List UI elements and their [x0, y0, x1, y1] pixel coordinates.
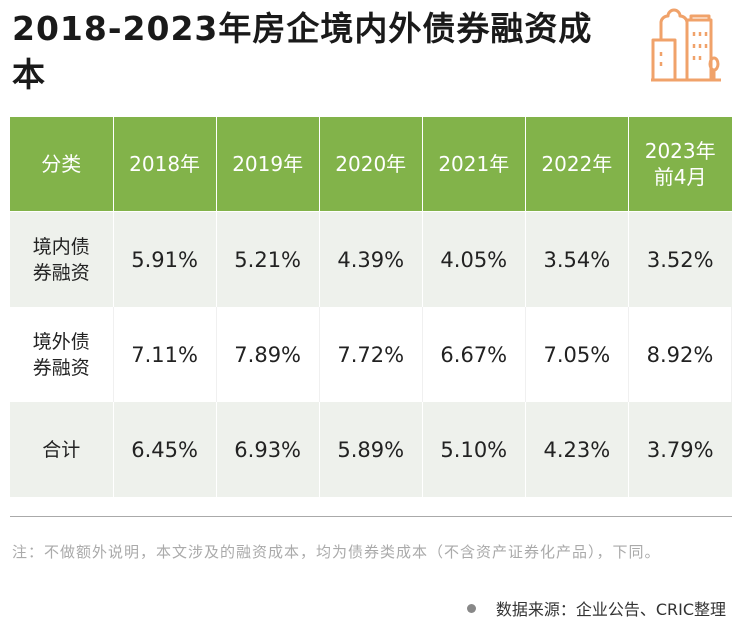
value-cell: 6.93%	[216, 402, 320, 497]
value-cell: 4.39%	[319, 211, 423, 307]
value-cell: 8.92%	[628, 307, 733, 402]
table-header-row: 分类 2018年 2019年 2020年 2021年 2022年 2023年 前…	[10, 117, 732, 212]
header-cell: 2022年	[525, 117, 629, 212]
value-cell: 5.91%	[113, 211, 217, 307]
source-line: 数据来源：企业公告、CRIC整理	[466, 596, 726, 620]
value-cell: 7.89%	[216, 307, 320, 402]
value-cell: 7.72%	[319, 307, 423, 402]
category-cell: 境内债 券融资	[10, 211, 114, 307]
value-cell: 7.05%	[525, 307, 629, 402]
footnote: 注：不做额外说明，本文涉及的融资成本，均为债券类成本（不含资产证券化产品），下同…	[12, 543, 661, 561]
financing-cost-table: 分类 2018年 2019年 2020年 2021年 2022年 2023年 前…	[10, 117, 733, 497]
header-cell: 2023年 前4月	[628, 117, 732, 212]
bullet-icon	[466, 603, 476, 613]
value-cell: 3.79%	[628, 402, 732, 497]
header-cell: 2020年	[319, 117, 423, 212]
value-cell: 5.21%	[216, 211, 320, 307]
value-cell: 3.54%	[525, 211, 629, 307]
header-cell: 2021年	[422, 117, 526, 212]
table-row: 合计 6.45% 6.93% 5.89% 5.10% 4.23% 3.79%	[10, 402, 732, 497]
value-cell: 4.23%	[525, 402, 629, 497]
table-row: 境外债 券融资 7.11% 7.89% 7.72% 6.67% 7.05% 8.92%	[10, 307, 733, 402]
value-cell: 5.89%	[319, 402, 423, 497]
buildings-icon	[651, 8, 721, 82]
divider	[10, 516, 732, 517]
value-cell: 6.45%	[113, 402, 217, 497]
data-source: 数据来源：企业公告、CRIC整理	[495, 600, 726, 619]
value-cell: 7.11%	[113, 307, 217, 402]
value-cell: 5.10%	[422, 402, 526, 497]
category-cell: 境外债 券融资	[10, 307, 114, 402]
value-cell: 4.05%	[422, 211, 526, 307]
table-row: 境内债 券融资 5.91% 5.21% 4.39% 4.05% 3.54% 3.52%	[10, 211, 732, 307]
header-cell: 2018年	[113, 117, 217, 212]
header-cell: 分类	[10, 117, 114, 212]
page-title: 2018-2023年房企境内外债券融资成本	[12, 9, 593, 94]
value-cell: 6.67%	[422, 307, 526, 402]
value-cell: 3.52%	[628, 211, 732, 307]
header-cell: 2019年	[216, 117, 320, 212]
category-cell: 合计	[10, 402, 114, 497]
